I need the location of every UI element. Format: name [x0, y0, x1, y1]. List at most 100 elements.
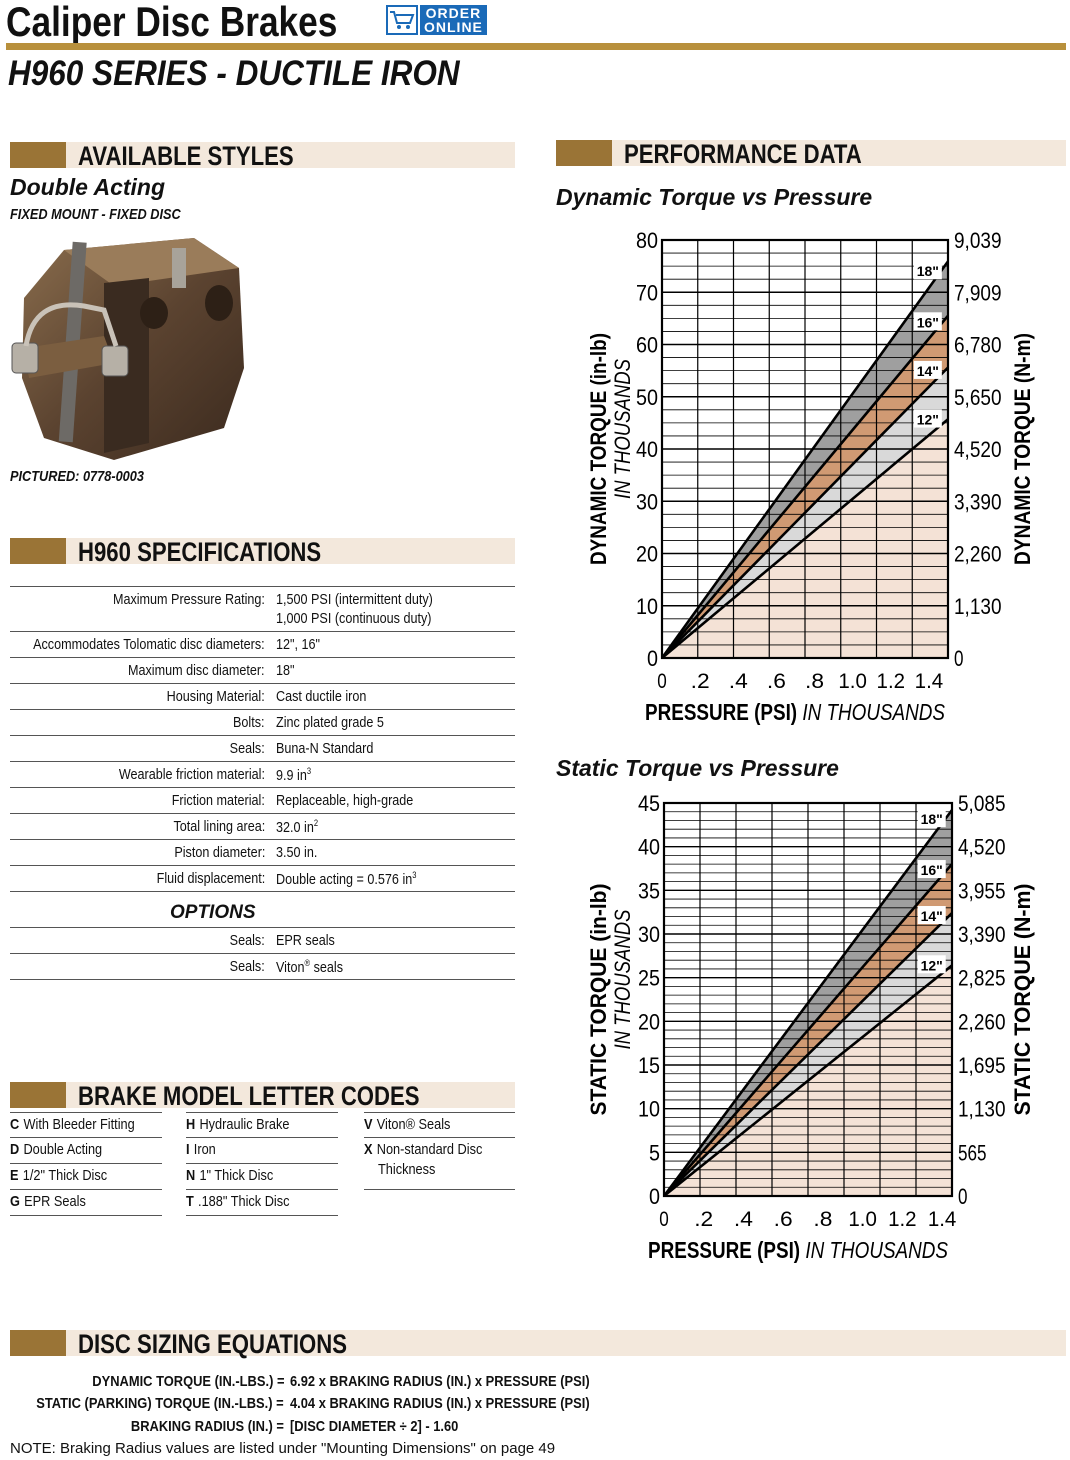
title-rule	[6, 43, 1066, 50]
series-line	[663, 964, 953, 1198]
y2-tick-label: 4,520	[958, 835, 1006, 860]
series-label: 12"	[921, 957, 943, 973]
y-tick-label: 10	[636, 594, 658, 619]
x-tick-label: .2	[691, 670, 710, 693]
x-tick-label: .6	[767, 670, 786, 693]
series-label: 18"	[917, 263, 939, 279]
y2-tick-label: 1,130	[954, 594, 1002, 619]
x-tick-label: .2	[694, 1208, 713, 1231]
letter-code-item: T .188" Thick Disc	[186, 1190, 338, 1216]
spec-row: Friction material: Replaceable, high-grad…	[10, 788, 515, 814]
style-name: Double Acting	[10, 174, 166, 200]
y-tick-label: 5	[649, 1140, 660, 1165]
spec-row: Seals: Buna-N Standard	[10, 736, 515, 762]
series-label-bg	[913, 360, 942, 379]
x-axis-label: PRESSURE (PSI) IN THOUSANDS	[648, 1237, 949, 1263]
plot-frame	[660, 238, 950, 660]
x-tick-label: 1.2	[877, 670, 906, 693]
pictured-label: PICTURED: 0778-0003	[10, 468, 144, 485]
order-online-button[interactable]: ORDER ONLINE	[386, 3, 504, 37]
y-tick-label: 25	[638, 966, 660, 991]
shopping-cart-icon	[386, 5, 418, 35]
series-label-bg	[917, 860, 946, 879]
letter-code-item: G EPR Seals	[10, 1190, 162, 1216]
series-label: 12"	[917, 412, 939, 428]
option-row: Seals: EPR seals	[10, 928, 515, 954]
y2-tick-label: 3,390	[954, 489, 1002, 514]
equations-header: DISC SIZING EQUATIONS	[10, 1329, 1066, 1359]
y2-tick-label: 7,909	[954, 280, 1002, 305]
x-tick-label: .6	[774, 1208, 793, 1231]
page-subtitle: H960 SERIES - DUCTILE IRON	[8, 54, 460, 93]
letter-code-item: D Double Acting	[10, 1138, 162, 1164]
y2-tick-label: 6,780	[954, 333, 1002, 358]
spec-row: Accommodates Tolomatic disc diameters: 12…	[10, 632, 515, 658]
page-title: Caliper Disc Brakes	[6, 0, 338, 45]
series-line	[661, 314, 949, 659]
spec-row: Bolts: Zinc plated grade 5	[10, 710, 515, 736]
order-online-label: ORDER ONLINE	[420, 5, 487, 35]
options-heading: OPTIONS	[170, 902, 256, 923]
y-tick-label: 0	[647, 646, 658, 671]
y-axis-label: DYNAMIC TORQUE (in-lb)	[586, 333, 611, 565]
letter-codes-header: BRAKE MODEL LETTER CODES	[10, 1081, 515, 1111]
series-line	[663, 863, 953, 1197]
y-tick-label: 0	[649, 1184, 660, 1209]
series-label: 14"	[921, 908, 943, 924]
y-tick-label: 30	[638, 922, 660, 947]
y2-tick-label: 0	[954, 646, 964, 671]
dynamic-chart-title: Dynamic Torque vs Pressure	[556, 184, 873, 210]
y2-tick-label: 2,260	[958, 1009, 1006, 1034]
x-tick-label: 0	[659, 1208, 669, 1231]
series-label: 16"	[921, 862, 943, 878]
caliper-photo	[4, 228, 260, 468]
letter-code-item: N 1" Thick Disc	[186, 1164, 338, 1190]
x-tick-label: 1.4	[928, 1208, 957, 1231]
series-label-bg	[913, 261, 942, 280]
y2-tick-label: 565	[958, 1140, 987, 1165]
x-tick-label: 1.0	[848, 1208, 877, 1231]
y2-tick-label: 2,260	[954, 542, 1002, 567]
series-label-bg	[913, 409, 942, 428]
equation-formula: 4.04 x BRAKING RADIUS (IN.) x PRESSURE (…	[290, 1395, 590, 1412]
spec-row: Maximum disc diameter: 18"	[10, 658, 515, 684]
y2-tick-label: 2,825	[958, 966, 1006, 991]
series-line	[663, 912, 953, 1197]
x-tick-label: .8	[805, 670, 824, 693]
spec-row: Piston diameter: 3.50 in.	[10, 840, 515, 866]
y2-tick-label: 1,130	[958, 1097, 1006, 1122]
x-tick-label: .4	[734, 1208, 753, 1231]
y2-tick-label: 9,039	[954, 228, 1002, 253]
options-top-rule	[10, 927, 515, 928]
x-axis-label: PRESSURE (PSI) IN THOUSANDS	[645, 699, 946, 725]
series-label: 16"	[917, 314, 939, 330]
y-axis-sublabel: IN THOUSANDS	[610, 359, 635, 499]
y2-axis-label: DYNAMIC TORQUE (N-m)	[1010, 333, 1035, 565]
section-title: PERFORMANCE DATA	[624, 139, 862, 169]
series-label: 14"	[917, 363, 939, 379]
y-axis-label: STATIC TORQUE (in-lb)	[586, 884, 611, 1116]
spec-table-top-rule	[10, 586, 515, 587]
section-swatch	[10, 1330, 66, 1356]
equation-formula: 6.92 x BRAKING RADIUS (IN.) x PRESSURE (…	[290, 1373, 590, 1390]
performance-header: PERFORMANCE DATA	[556, 139, 1066, 169]
equation-label: STATIC (PARKING) TORQUE (IN.-LBS.) =	[36, 1395, 284, 1412]
y2-tick-label: 3,955	[958, 878, 1006, 903]
y2-tick-label: 4,520	[954, 437, 1002, 462]
series-label-bg	[917, 906, 946, 925]
y-tick-label: 70	[636, 280, 658, 305]
y-tick-label: 10	[638, 1097, 660, 1122]
y-tick-label: 60	[636, 333, 658, 358]
letter-code-item: V Viton® Seals	[364, 1112, 515, 1138]
x-tick-label: .8	[813, 1208, 832, 1231]
equation-label: BRAKING RADIUS (IN.) =	[130, 1418, 284, 1435]
x-tick-label: 0	[657, 670, 667, 693]
y-tick-label: 80	[636, 228, 658, 253]
y2-tick-label: 5,650	[954, 385, 1002, 410]
y-axis-sublabel: IN THOUSANDS	[610, 909, 635, 1049]
section-title: BRAKE MODEL LETTER CODES	[78, 1081, 420, 1111]
y-tick-label: 15	[638, 1053, 660, 1078]
y-tick-label: 20	[638, 1009, 660, 1034]
y2-tick-label: 1,695	[958, 1053, 1006, 1078]
letter-code-item: X Non-standard Disc Thickness	[364, 1138, 515, 1190]
